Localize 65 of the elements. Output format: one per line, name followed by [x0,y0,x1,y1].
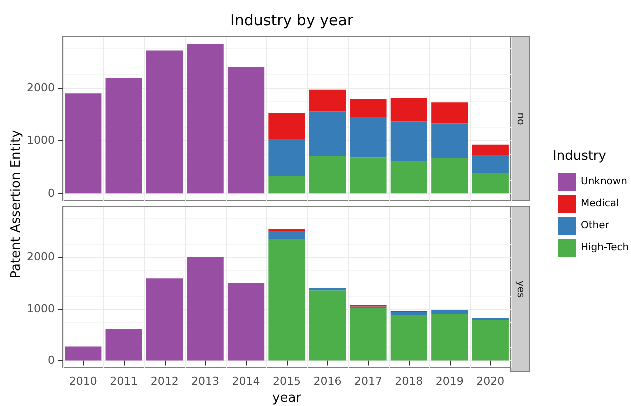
bar [268,231,306,240]
x-tick-label: 2013 [192,375,220,388]
x-tick-label: 2012 [150,375,179,388]
bar [472,320,509,361]
bar [309,288,346,291]
bar [432,310,468,314]
bar [228,283,265,361]
x-tick-label: 2020 [476,375,505,388]
y-tick-label: 0 [48,354,55,368]
x-axis-title: year [272,391,302,406]
x-tick-label: 2015 [273,375,301,388]
bar [472,173,509,194]
bar [268,139,306,176]
bar [432,102,468,124]
bar [268,113,306,140]
text: yes [515,280,526,298]
bar [268,239,306,361]
bar [309,156,346,194]
bar [106,329,142,361]
bar [187,257,224,361]
bar [187,44,224,194]
bar [350,158,387,194]
chart-title: Industry by year [230,12,354,30]
bar [390,122,428,162]
legend-title: Industry [553,149,607,164]
bar [106,78,142,194]
bar [65,346,102,361]
x-tick-label: 2014 [232,375,260,388]
bar [350,117,387,158]
y-tick-label: 0 [48,187,55,200]
legend-label: High-Tech [581,242,630,254]
y-tick-label: 1000 [27,302,55,316]
bar [472,144,509,155]
bar [432,158,468,194]
bar [228,67,265,194]
legend-label: Medical [581,198,620,210]
bar [309,290,346,361]
bar [472,154,509,174]
bar [309,112,346,157]
bar [146,278,184,361]
bar [350,99,387,118]
legend-label: Unknown [581,176,628,188]
x-tick-label: 2011 [110,375,138,388]
x-tick-label: 2017 [354,375,382,388]
y-tick-label: 2000 [27,250,55,264]
bar [268,176,306,194]
bar [432,124,468,158]
bar [432,314,468,361]
bar [390,315,428,361]
legend-label: Other [581,220,610,232]
bar [65,94,102,194]
bar [146,50,184,194]
x-tick-label: 2016 [314,375,342,388]
x-tick-label: 2019 [436,375,464,388]
x-tick-label: 2010 [69,375,98,388]
x-tick-label: 2018 [395,375,424,388]
bar [350,308,387,361]
bar [309,90,346,112]
bar [390,312,428,316]
y-axis-title: Patent Assertion Entity [9,130,24,279]
y-tick-label: 2000 [27,81,55,94]
bar [390,98,428,122]
bar [390,161,428,194]
y-tick-label: 1000 [27,134,55,148]
text: no [515,112,526,126]
